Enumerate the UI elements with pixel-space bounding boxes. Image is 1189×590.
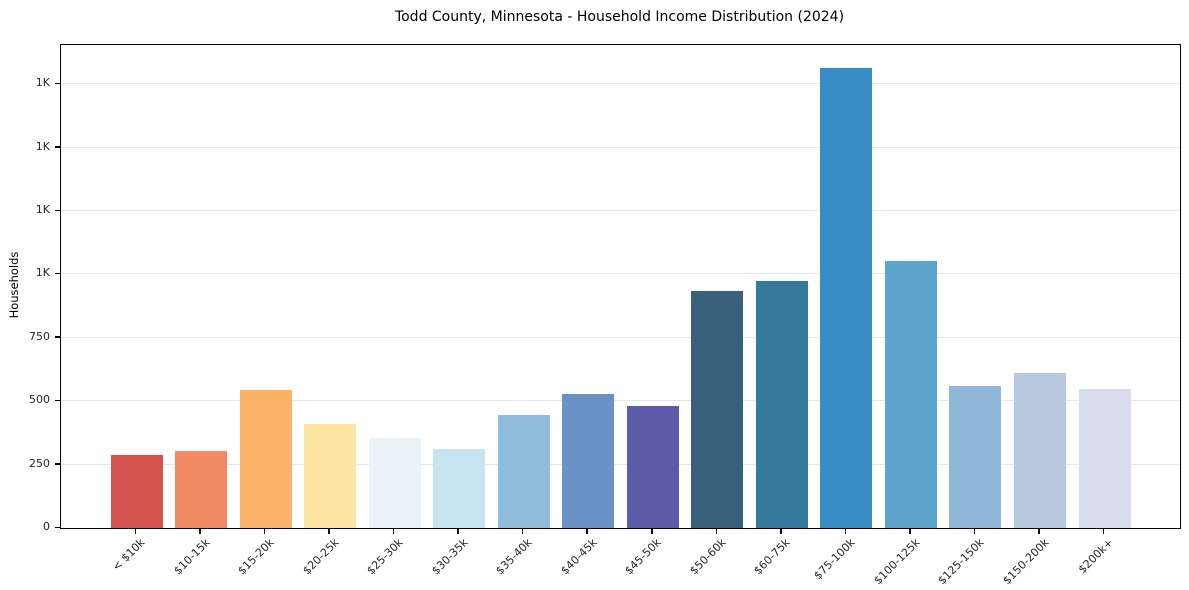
- x-tick-mark: [909, 528, 911, 534]
- bar: [110, 454, 163, 528]
- bar: [433, 449, 486, 528]
- x-tick-mark: [521, 528, 524, 534]
- y-tick-mark: [55, 336, 60, 338]
- y-tick-label: 0: [43, 520, 50, 533]
- x-tick-mark: [973, 528, 976, 534]
- gridline: [61, 83, 1180, 85]
- bar: [884, 260, 937, 528]
- bar: [368, 437, 421, 528]
- y-tick-label: 250: [29, 456, 50, 470]
- x-tick-mark: [328, 528, 330, 534]
- gridline: [61, 400, 1180, 402]
- bar: [1013, 372, 1066, 528]
- x-tick-mark: [586, 528, 588, 534]
- bar: [175, 451, 228, 528]
- gridline: [61, 146, 1180, 148]
- y-tick-mark: [55, 463, 60, 465]
- chart-title: Todd County, Minnesota - Household Incom…: [394, 9, 845, 25]
- y-tick-label: 1K: [35, 266, 50, 280]
- plot-area: [60, 44, 1181, 529]
- x-tick-mark: [844, 528, 847, 534]
- bar: [820, 68, 873, 528]
- gridline: [61, 210, 1180, 212]
- bar: [1078, 388, 1131, 528]
- x-tick-mark: [651, 528, 653, 534]
- y-tick-mark: [55, 272, 60, 275]
- y-tick-label: 750: [29, 329, 50, 343]
- y-tick-label: 1K: [35, 203, 50, 217]
- bar: [304, 424, 357, 528]
- x-tick-mark: [715, 528, 718, 534]
- x-tick-mark: [134, 528, 137, 534]
- y-tick-mark: [55, 526, 60, 528]
- gridline: [61, 463, 1180, 465]
- x-tick-mark: [199, 528, 201, 534]
- bar: [497, 414, 550, 528]
- gridline: [61, 273, 1180, 275]
- bar: [239, 389, 292, 528]
- bar: [755, 280, 808, 528]
- gridline: [61, 336, 1180, 338]
- y-tick-label: 1K: [35, 76, 50, 90]
- y-tick-mark: [55, 146, 60, 148]
- y-tick-mark: [55, 399, 60, 402]
- bar: [626, 405, 679, 528]
- x-tick-mark: [392, 528, 395, 534]
- y-tick-mark: [55, 209, 60, 212]
- bar: [691, 291, 744, 528]
- y-tick-label: 1K: [35, 139, 50, 153]
- x-tick-mark: [457, 528, 459, 534]
- x-tick-mark: [1102, 528, 1105, 534]
- y-axis-label: Households: [7, 251, 21, 319]
- x-tick-mark: [780, 528, 782, 534]
- x-tick-mark: [1038, 528, 1040, 534]
- x-tick-mark: [263, 528, 266, 534]
- y-tick-label: 500: [29, 393, 50, 407]
- y-tick-mark: [55, 82, 60, 85]
- bar: [949, 386, 1002, 528]
- bar: [562, 393, 615, 528]
